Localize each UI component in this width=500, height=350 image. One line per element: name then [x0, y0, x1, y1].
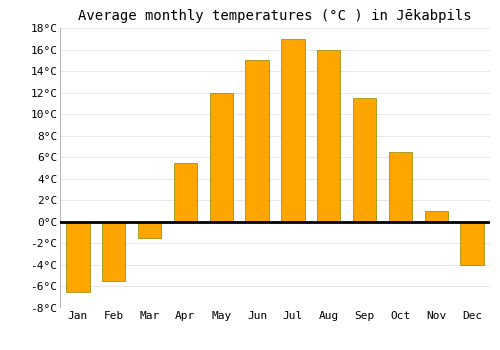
Bar: [66, 222, 90, 292]
Bar: [102, 222, 126, 281]
Bar: [138, 222, 161, 238]
Title: Average monthly temperatures (°C ) in Jēkabpils: Average monthly temperatures (°C ) in Jē…: [78, 9, 472, 23]
Bar: [353, 98, 376, 222]
Bar: [389, 152, 412, 222]
Bar: [424, 211, 448, 222]
Bar: [210, 93, 233, 222]
Bar: [174, 163, 197, 222]
Bar: [317, 50, 340, 222]
Bar: [246, 60, 268, 222]
Bar: [460, 222, 483, 265]
Bar: [282, 39, 304, 222]
